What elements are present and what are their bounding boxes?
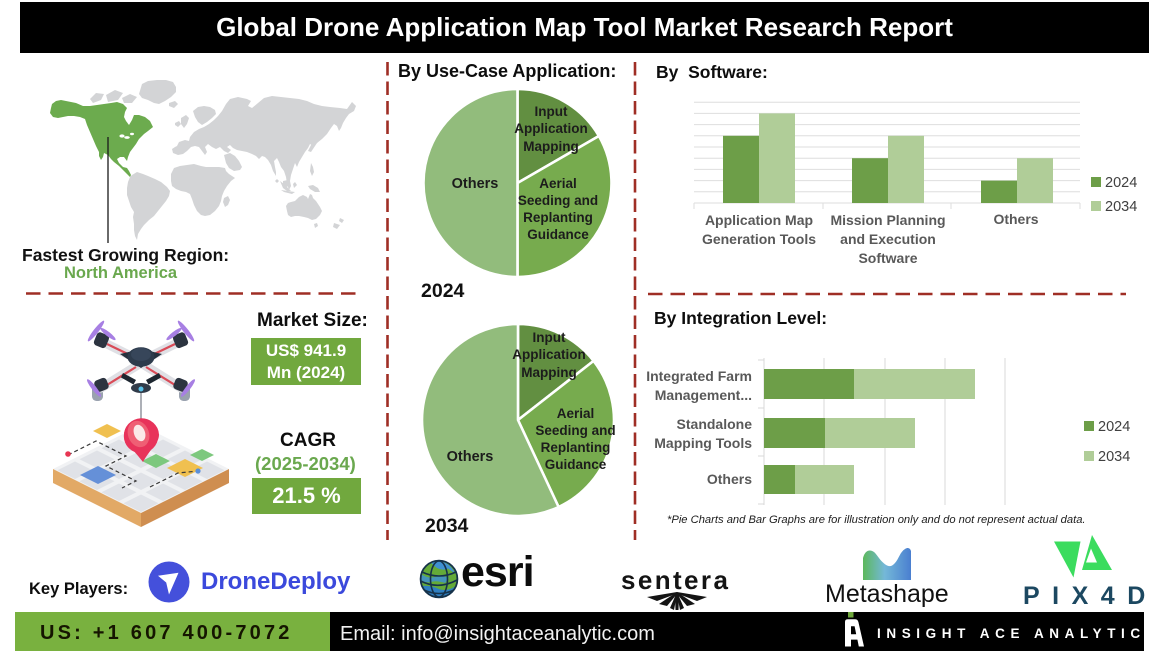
- svg-text:2034: 2034: [1098, 449, 1130, 465]
- svg-text:2024: 2024: [1105, 175, 1137, 191]
- svg-text:2034: 2034: [1105, 199, 1137, 215]
- svg-text:2024: 2024: [1098, 419, 1130, 435]
